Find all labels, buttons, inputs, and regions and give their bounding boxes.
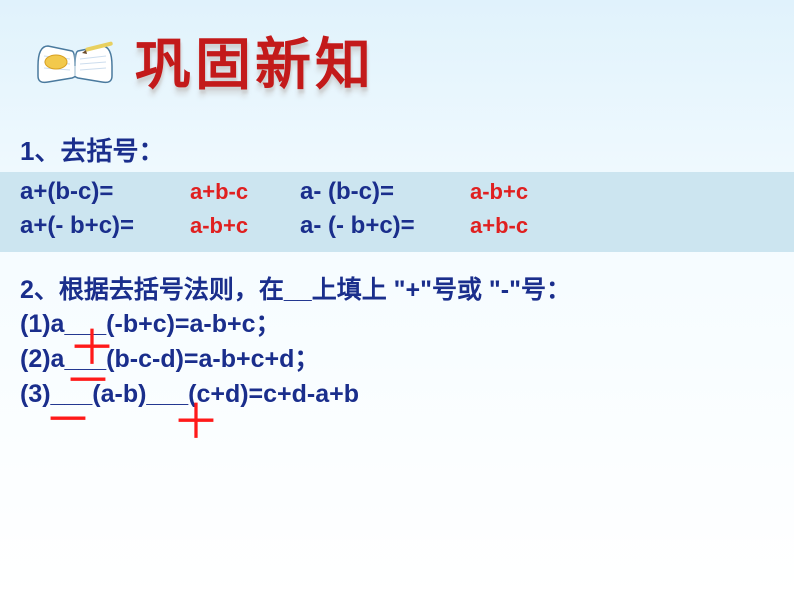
answer-1b: a-b+c — [470, 179, 580, 205]
item-3: (3)___(a-b)___(c+d)=c+d-a+b － ＋ — [20, 377, 774, 412]
section1-label: 1、去括号： — [20, 131, 774, 168]
expr-2b: a- (- b+c)= — [300, 212, 470, 240]
section2-label: 2、根据去括号法则，在__上填上 "+"号或 "-"号： — [20, 274, 774, 307]
book-icon — [30, 26, 120, 96]
sign-4: ＋ — [172, 399, 220, 447]
slide-content: 1、去括号： a+(b-c)= a+b-c a- (b-c)= a-b+c a+… — [0, 101, 794, 412]
item-1: (1)a___(-b+c)=a-b+c； ＋ — [20, 307, 774, 342]
slide-title: 巩固新知 — [135, 20, 375, 101]
answer-1a: a+b-c — [190, 179, 300, 205]
item-2: (2)a___(b-c-d)=a-b+c+d； － — [20, 342, 774, 377]
expr-1a: a+(b-c)= — [20, 178, 190, 206]
answer-2a: a-b+c — [190, 213, 300, 239]
equation-grid: a+(b-c)= a+b-c a- (b-c)= a-b+c a+(- b+c)… — [20, 178, 774, 240]
expr-1b: a- (b-c)= — [300, 178, 470, 206]
sign-3: － — [44, 397, 92, 445]
answer-2b: a+b-c — [470, 213, 580, 239]
highlight-band: a+(b-c)= a+b-c a- (b-c)= a-b+c a+(- b+c)… — [0, 172, 794, 252]
item-1-text: (1)a___(-b+c)=a-b+c； — [20, 310, 281, 338]
slide-header: 巩固新知 — [0, 0, 794, 101]
expr-2a: a+(- b+c)= — [20, 212, 190, 240]
section2: 2、根据去括号法则，在__上填上 "+"号或 "-"号： (1)a___(-b+… — [20, 274, 774, 412]
